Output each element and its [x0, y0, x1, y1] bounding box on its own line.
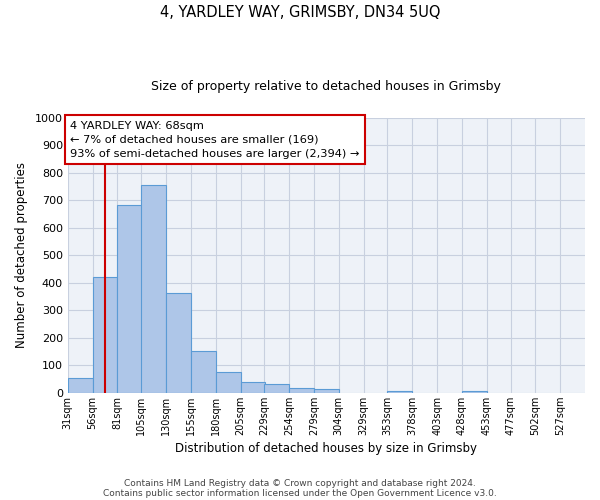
- Title: Size of property relative to detached houses in Grimsby: Size of property relative to detached ho…: [151, 80, 502, 93]
- Bar: [314, 390, 339, 393]
- Bar: [191, 350, 216, 393]
- Bar: [118, 205, 142, 393]
- Text: 4 YARDLEY WAY: 68sqm
← 7% of detached houses are smaller (169)
93% of semi-detac: 4 YARDLEY WAY: 68sqm ← 7% of detached ho…: [70, 120, 360, 158]
- Bar: [141, 184, 166, 393]
- Bar: [92, 276, 118, 393]
- Bar: [265, 384, 289, 393]
- X-axis label: Distribution of detached houses by size in Grimsby: Distribution of detached houses by size …: [175, 442, 478, 455]
- Bar: [462, 390, 487, 393]
- Bar: [289, 388, 314, 393]
- Text: Contains public sector information licensed under the Open Government Licence v3: Contains public sector information licen…: [103, 488, 497, 498]
- Bar: [68, 378, 92, 393]
- Y-axis label: Number of detached properties: Number of detached properties: [15, 162, 28, 348]
- Text: Contains HM Land Registry data © Crown copyright and database right 2024.: Contains HM Land Registry data © Crown c…: [124, 478, 476, 488]
- Bar: [388, 392, 412, 393]
- Bar: [166, 292, 191, 393]
- Bar: [216, 372, 241, 393]
- Bar: [241, 382, 265, 393]
- Text: 4, YARDLEY WAY, GRIMSBY, DN34 5UQ: 4, YARDLEY WAY, GRIMSBY, DN34 5UQ: [160, 5, 440, 20]
